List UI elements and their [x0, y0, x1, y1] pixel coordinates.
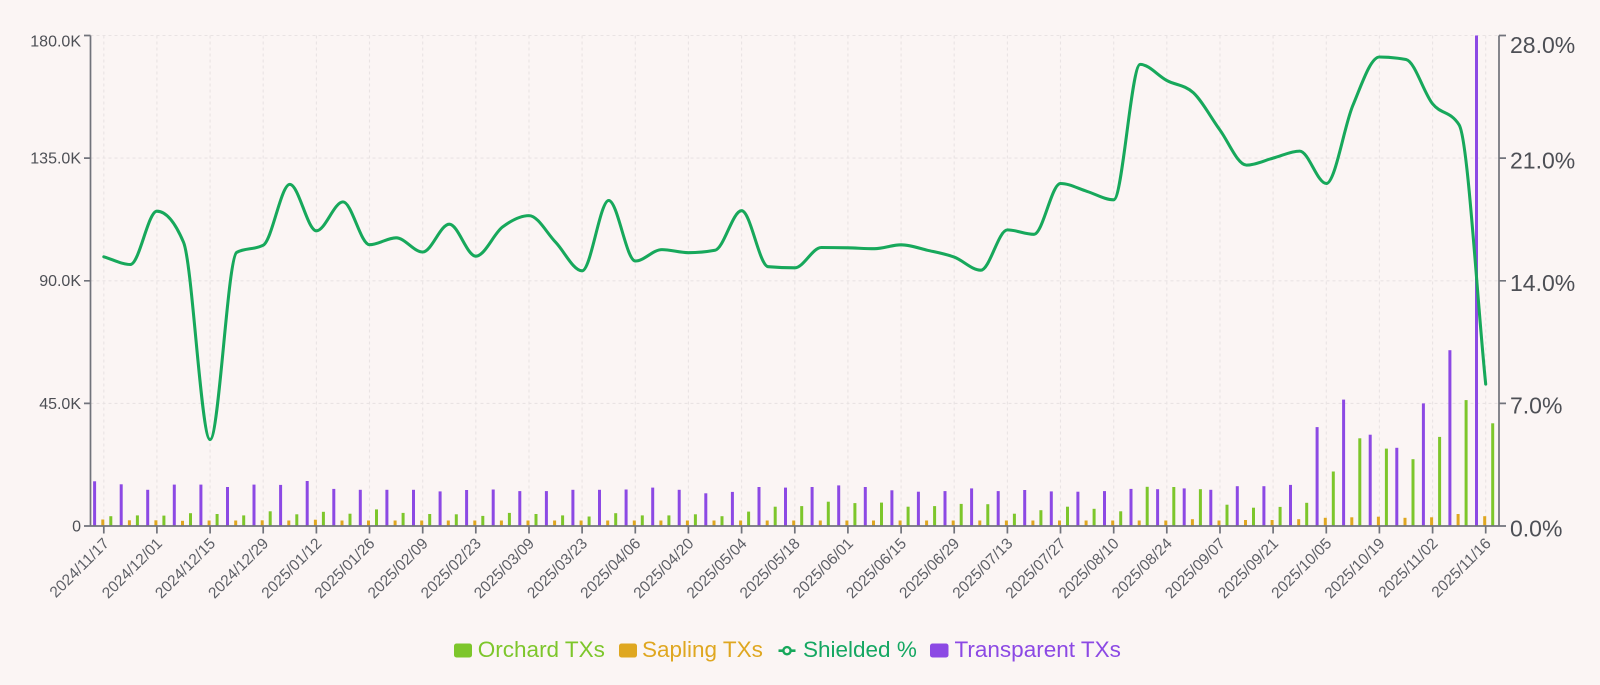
- svg-text:Orchard TXs: Orchard TXs: [478, 637, 605, 662]
- svg-text:Shielded %: Shielded %: [803, 637, 917, 662]
- svg-text:28.0%: 28.0%: [1510, 32, 1575, 58]
- svg-text:90.0K: 90.0K: [39, 273, 81, 290]
- svg-text:45.0K: 45.0K: [39, 396, 81, 413]
- svg-text:Transparent TXs: Transparent TXs: [955, 637, 1121, 662]
- svg-text:0.0%: 0.0%: [1510, 515, 1562, 541]
- svg-text:135.0K: 135.0K: [30, 151, 81, 168]
- svg-text:7.0%: 7.0%: [1510, 393, 1562, 419]
- svg-text:0: 0: [72, 519, 81, 536]
- svg-text:21.0%: 21.0%: [1510, 147, 1575, 173]
- svg-text:Sapling TXs: Sapling TXs: [642, 637, 763, 662]
- svg-text:14.0%: 14.0%: [1510, 270, 1575, 296]
- svg-text:180.0K: 180.0K: [30, 34, 81, 51]
